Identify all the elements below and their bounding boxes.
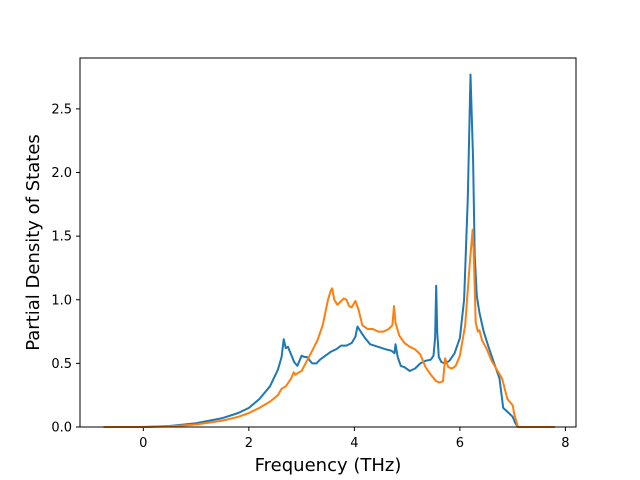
series-layer: [103, 73, 555, 428]
x-tick-label: 2: [245, 436, 253, 451]
x-tick-label: 0: [139, 436, 147, 451]
y-axis-label: Partial Density of States: [23, 134, 44, 351]
series-line-2: [103, 228, 555, 428]
x-tick-label: 6: [456, 436, 464, 451]
x-axis-label: Frequency (THz): [255, 455, 402, 476]
series-line-1: [103, 73, 555, 428]
ticks-layer: 0 2 4 6 8 0.0 0.5 1.0 1.5 2.0 2.5: [51, 102, 569, 451]
x-tick-label: 4: [350, 436, 358, 451]
y-tick-label: 1.5: [51, 230, 72, 245]
y-tick-label: 2.0: [51, 166, 72, 181]
plot-frame: [79, 57, 577, 428]
y-tick-label: 2.5: [51, 102, 72, 117]
x-tick-label: 8: [561, 436, 569, 451]
y-tick-label: 0.0: [51, 421, 72, 436]
y-tick-label: 0.5: [51, 357, 72, 372]
y-tick-label: 1.0: [51, 293, 72, 308]
